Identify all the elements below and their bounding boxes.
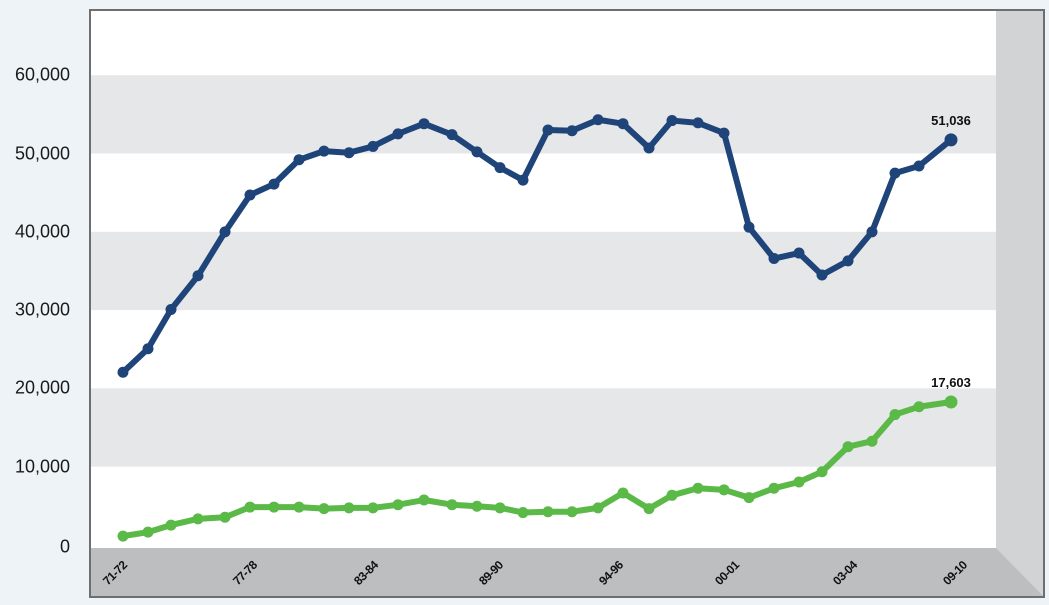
data-point <box>418 118 430 130</box>
end-value-label: 51,036 <box>931 112 971 128</box>
data-point <box>692 482 704 494</box>
grid-bands <box>91 75 996 467</box>
data-point <box>793 247 805 259</box>
data-point <box>192 270 204 282</box>
data-point <box>666 489 678 501</box>
data-point <box>913 160 925 172</box>
data-point <box>117 366 129 378</box>
data-point <box>793 476 805 488</box>
data-point <box>542 124 554 136</box>
data-point <box>192 513 204 525</box>
y-tick-label: 30,000 <box>14 299 70 320</box>
data-point <box>165 304 177 316</box>
data-point <box>343 502 355 514</box>
data-point <box>244 189 256 201</box>
data-point <box>117 530 129 542</box>
data-point <box>743 492 755 504</box>
data-point <box>517 507 529 519</box>
y-tick-label: 60,000 <box>14 64 70 85</box>
data-point <box>944 133 958 147</box>
grid-band <box>91 231 996 311</box>
data-point <box>566 125 578 137</box>
data-point <box>343 147 355 159</box>
data-point <box>219 511 231 523</box>
data-point <box>542 506 554 518</box>
data-point <box>768 482 780 494</box>
data-point <box>889 167 901 179</box>
y-tick-label: 20,000 <box>14 377 70 398</box>
series-line-2 <box>120 398 954 540</box>
grid-band <box>91 388 996 467</box>
data-point <box>219 226 231 238</box>
data-point <box>692 117 704 129</box>
data-point <box>816 269 828 281</box>
data-point <box>446 129 458 141</box>
data-point <box>866 226 878 238</box>
data-point <box>889 409 901 421</box>
data-point <box>446 499 458 511</box>
data-point <box>866 435 878 447</box>
data-point <box>592 114 604 126</box>
data-point <box>392 128 404 140</box>
data-point <box>244 501 256 513</box>
series-line-1 <box>120 116 954 376</box>
data-point <box>471 146 483 158</box>
y-tick-label: 50,000 <box>14 143 70 163</box>
data-point <box>494 162 506 174</box>
data-point <box>718 127 730 139</box>
data-point <box>743 221 755 233</box>
data-point <box>367 502 379 514</box>
data-point <box>617 487 629 499</box>
data-point <box>268 501 280 513</box>
data-point <box>842 441 854 453</box>
end-value-label: 17,603 <box>931 374 971 390</box>
data-point <box>392 499 404 511</box>
data-point <box>643 503 655 515</box>
data-point <box>913 401 925 413</box>
data-point <box>268 178 280 190</box>
data-point <box>142 343 154 355</box>
data-point <box>318 503 330 515</box>
data-point <box>293 501 305 513</box>
data-point <box>768 253 780 265</box>
data-point <box>142 526 154 538</box>
data-point <box>494 502 506 514</box>
data-point <box>471 500 483 512</box>
data-point <box>517 174 529 186</box>
data-point <box>643 142 655 154</box>
y-tick-label: 40,000 <box>14 221 70 242</box>
data-point <box>666 115 678 127</box>
data-point <box>367 140 379 152</box>
data-point <box>816 466 828 478</box>
data-point <box>592 502 604 514</box>
data-series <box>117 114 958 542</box>
data-point <box>617 118 629 130</box>
data-point <box>944 395 958 409</box>
floor <box>91 548 1043 596</box>
data-point <box>318 145 330 157</box>
y-tick-label: 10,000 <box>14 456 70 477</box>
data-point <box>842 255 854 267</box>
y-tick-label: 0 <box>59 536 70 557</box>
data-point <box>566 506 578 518</box>
data-point <box>165 519 177 531</box>
data-point <box>718 484 730 496</box>
data-point <box>418 494 430 506</box>
data-point <box>293 154 305 166</box>
